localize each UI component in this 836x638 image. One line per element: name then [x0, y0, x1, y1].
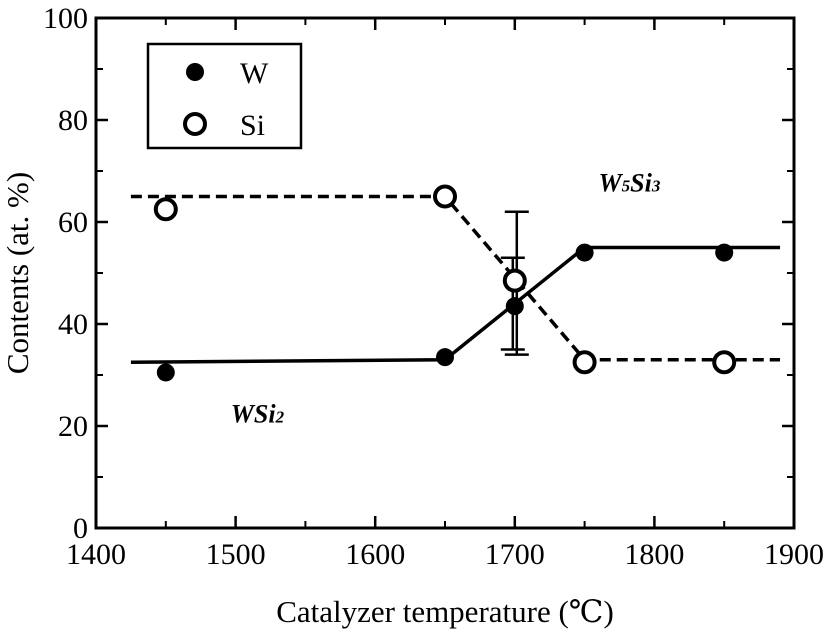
point-w	[505, 297, 524, 316]
trend-lines	[130, 194, 781, 364]
legend-label: W	[240, 57, 269, 90]
x-tick-label: 1900	[764, 538, 824, 571]
y-tick-label: 0	[73, 512, 88, 545]
point-si	[712, 350, 737, 375]
annotation-part: 3	[651, 176, 661, 195]
point-si	[502, 268, 527, 293]
y-tick-label: 100	[43, 2, 88, 35]
y-axis-title: Contents (at. %)	[0, 172, 35, 374]
legend-marker-w	[186, 63, 204, 81]
x-tick-label: 1400	[66, 538, 126, 571]
trend-line-w	[130, 245, 781, 364]
trend-line-si	[130, 194, 781, 362]
annotation-wsi2: WSi2	[231, 400, 285, 429]
y-tick-label: 40	[58, 308, 88, 341]
point-w	[575, 243, 594, 262]
legend-marker-si	[183, 112, 207, 136]
point-si	[433, 184, 457, 209]
legend: W Si	[146, 42, 303, 150]
x-axis-title: Catalyzer temperature (℃)	[276, 594, 614, 629]
annotation-part: 5	[622, 176, 631, 195]
annotation-part: W	[599, 168, 624, 197]
point-si	[153, 197, 178, 222]
point-w	[715, 243, 734, 262]
y-axis-ticks: 0 20 40 60 80 100	[43, 2, 794, 545]
x-tick-label: 1600	[345, 538, 405, 571]
annotation-w5si3: W5Si3	[599, 168, 661, 197]
x-tick-label: 1700	[485, 538, 545, 571]
point-si	[572, 350, 597, 375]
x-tick-label: 1800	[624, 538, 684, 571]
legend-label: Si	[240, 109, 265, 142]
point-w	[436, 348, 454, 367]
y-tick-label: 80	[58, 104, 88, 137]
annotation-part: Si	[630, 168, 652, 197]
annotation-subscript: 2	[275, 408, 285, 427]
point-w	[156, 363, 175, 382]
annotation-main: WSi	[231, 400, 277, 429]
x-tick-label: 1500	[206, 538, 266, 571]
x-axis-ticks: 1400 1500 1600 1700 1800 1900	[66, 18, 824, 571]
y-tick-label: 20	[58, 410, 88, 443]
legend-box	[146, 42, 303, 150]
data-points	[153, 184, 737, 382]
y-tick-label: 60	[58, 206, 88, 239]
